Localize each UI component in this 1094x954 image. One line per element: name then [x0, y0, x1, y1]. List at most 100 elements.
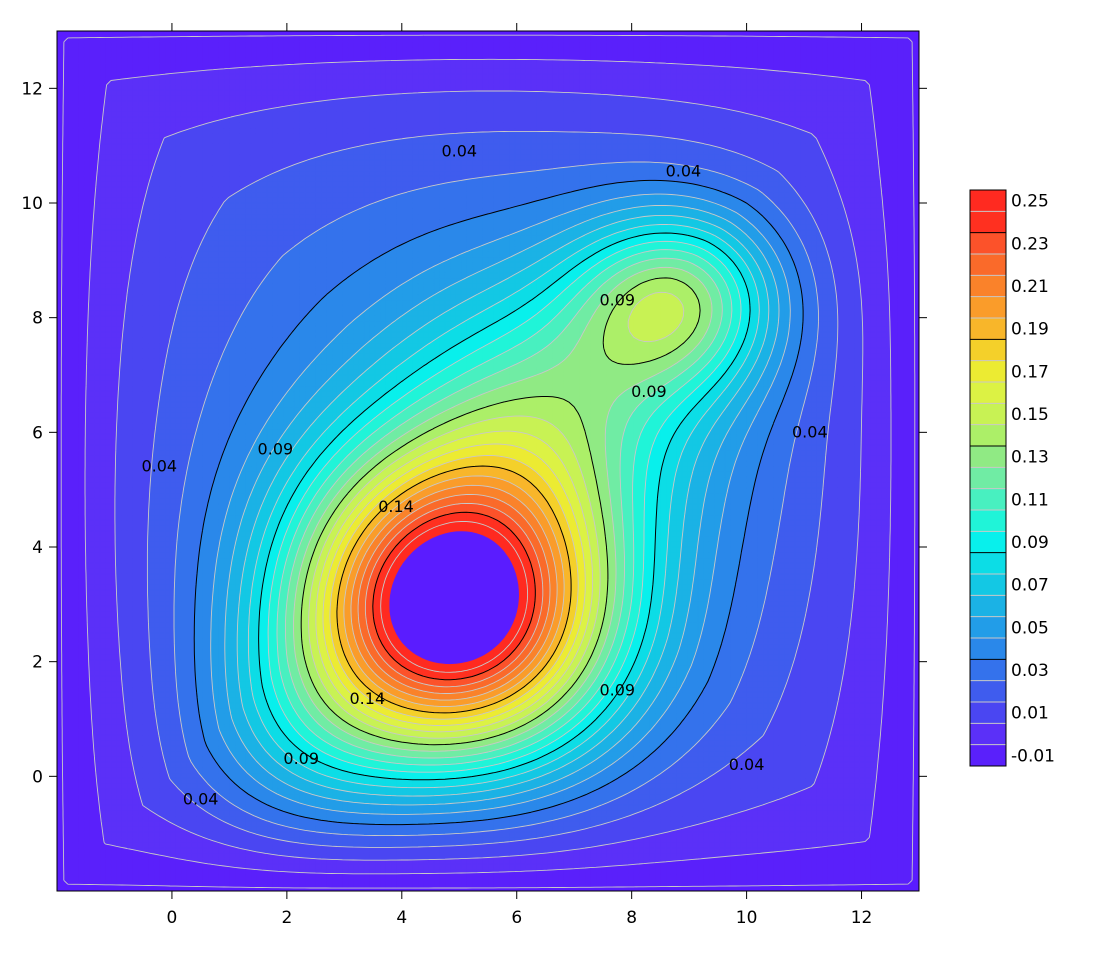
colorbar-tick-label: 0.01	[1011, 704, 1049, 724]
colorbar-swatch	[970, 638, 1006, 660]
y-tick-label: 2	[32, 653, 43, 673]
contour-label: 0.04	[141, 457, 177, 476]
minor-contour-0.21	[350, 484, 558, 701]
contour-label: 0.14	[350, 689, 386, 708]
colorbar-swatch	[970, 296, 1006, 319]
minor-contour-0.22	[357, 493, 551, 694]
colorbar-swatch	[970, 232, 1006, 255]
colorbar-swatch	[970, 574, 1006, 596]
minor-contour-0.07	[236, 214, 770, 797]
colorbar-swatch	[970, 339, 1006, 362]
minor-contour-0.13	[293, 266, 713, 752]
minor-contour-0.18	[329, 455, 579, 720]
x-tick-label: 2	[281, 908, 292, 928]
x-tick-label: 6	[511, 908, 522, 928]
colorbar-swatch	[970, 424, 1006, 447]
colorbar-swatch	[970, 659, 1006, 682]
y-tick-label: 10	[21, 194, 43, 214]
colorbar-swatch	[970, 616, 1006, 639]
minor-contour-0.15	[308, 291, 685, 739]
colorbar-tick-label: 0.11	[1011, 490, 1049, 510]
minor-contour-0.05	[210, 193, 791, 815]
minor-contour-0.25	[380, 521, 529, 673]
contour-label: 0.09	[599, 680, 635, 699]
colorbar-swatch	[970, 403, 1006, 426]
contour-label: 0.09	[283, 749, 319, 768]
minor-contour-0.12	[285, 257, 723, 759]
y-tick-label: 4	[32, 538, 43, 558]
contour-label: 0.09	[599, 290, 635, 309]
x-tick-label: 10	[736, 908, 758, 928]
colorbar-swatch	[970, 702, 1006, 724]
colorbar-swatch	[970, 467, 1006, 490]
colorbar-swatch	[970, 723, 1006, 746]
minor-contour-0.03	[173, 161, 819, 837]
colorbar-tick-label: 0.13	[1011, 448, 1049, 468]
minor-contour-0.16	[315, 430, 594, 733]
minor-contour-0	[84, 58, 892, 875]
y-tick-label: 12	[21, 79, 43, 99]
y-tick-label: 8	[32, 309, 43, 329]
contour-label: 0.04	[792, 422, 828, 441]
colorbar-swatch	[970, 211, 1006, 234]
colorbar-swatch	[970, 382, 1006, 404]
colorbar-swatch	[970, 744, 1006, 767]
contour-labels: 0.04 0.04 0.04 0.04 0.04 0.04 0.09 0.09 0.09 0.09…	[141, 141, 827, 808]
minor-contour-0.08	[247, 223, 760, 789]
major-contour-0.14	[300, 277, 701, 746]
colorbar-tick-label: 0.09	[1011, 533, 1049, 553]
colorbar-tick-label: -0.01	[1011, 746, 1055, 766]
minor-contour-0.06	[224, 204, 780, 806]
minor-contour--0.01	[60, 34, 916, 889]
plot-frame	[56, 30, 920, 892]
contour-fill	[57, 31, 919, 891]
minor-contour-0.11	[276, 249, 733, 766]
colorbar-swatch	[970, 360, 1006, 383]
colorbar-tick-label: 0.23	[1011, 234, 1049, 254]
major-contour-0.04	[193, 179, 804, 826]
x-tick-label: 8	[626, 908, 637, 928]
colorbar-swatch	[970, 680, 1006, 703]
major-contour-0.09	[258, 232, 751, 781]
contour-lines	[60, 34, 916, 889]
colorbar-swatch	[970, 254, 1006, 276]
colorbar-tick-label: 0.17	[1011, 362, 1049, 382]
y-tick-label: 6	[32, 423, 43, 443]
minor-contour-0.17	[322, 443, 586, 726]
x-tick-label: 4	[396, 908, 407, 928]
colorbar-tick-label: 0.21	[1011, 277, 1049, 297]
colorbar-tick-label: 0.19	[1011, 320, 1049, 340]
colorbar-swatch	[970, 190, 1006, 212]
contour-label: 0.14	[378, 497, 414, 516]
major-contour-0.19	[336, 465, 572, 714]
colorbar-swatch	[970, 552, 1006, 575]
contour-label: 0.09	[631, 382, 667, 401]
minor-contour-0.01	[114, 90, 864, 861]
minor-contour-0.02	[146, 130, 839, 848]
major-contour-0.24	[372, 511, 536, 681]
colorbar-swatch	[970, 318, 1006, 340]
colorbar-tick-label: 0.03	[1011, 661, 1049, 681]
contour-label: 0.09	[258, 440, 294, 459]
minor-contour-0.2	[343, 475, 565, 707]
minor-contour-0.23	[364, 502, 544, 688]
colorbar-swatch	[970, 510, 1006, 532]
colorbar-tick-label: 0.15	[1011, 405, 1049, 425]
contour-label: 0.04	[729, 755, 765, 774]
colorbar-swatch	[970, 531, 1006, 554]
colorbar-swatch	[970, 275, 1006, 298]
x-tick-label: 12	[851, 908, 873, 928]
plot-area: 0.04 0.04 0.04 0.04 0.04 0.04 0.09 0.09 0.09 0.09…	[56, 30, 920, 892]
colorbar: -0.01 0.01 0.03 0.05 0.07 0.09 0.11 0.13 0.15 0.1…	[969, 189, 1055, 767]
colorbar-tick-label: 0.25	[1011, 192, 1049, 212]
colorbar-swatch	[970, 446, 1006, 468]
colorbar-tick-label: 0.05	[1011, 618, 1049, 638]
contour-label: 0.04	[666, 161, 702, 180]
x-tick-label: 0	[167, 908, 178, 928]
minor-contour-0.1	[267, 240, 742, 773]
y-tick-label: 0	[32, 767, 43, 787]
colorbar-swatch	[970, 488, 1006, 511]
colorbar-swatch	[970, 595, 1006, 618]
contour-label: 0.04	[183, 789, 219, 808]
